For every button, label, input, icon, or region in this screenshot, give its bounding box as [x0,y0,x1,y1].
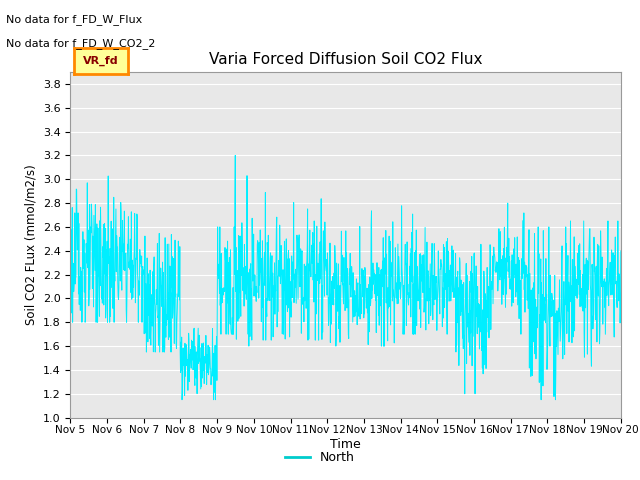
X-axis label: Time: Time [330,438,361,451]
Legend: North: North [280,446,360,469]
Text: No data for f_FD_W_CO2_2: No data for f_FD_W_CO2_2 [6,38,156,49]
Title: Varia Forced Diffusion Soil CO2 Flux: Varia Forced Diffusion Soil CO2 Flux [209,52,483,67]
Y-axis label: Soil CO2 FLux (mmol/m2/s): Soil CO2 FLux (mmol/m2/s) [24,165,37,325]
Text: VR_fd: VR_fd [83,56,118,66]
Text: No data for f_FD_W_Flux: No data for f_FD_W_Flux [6,14,143,25]
